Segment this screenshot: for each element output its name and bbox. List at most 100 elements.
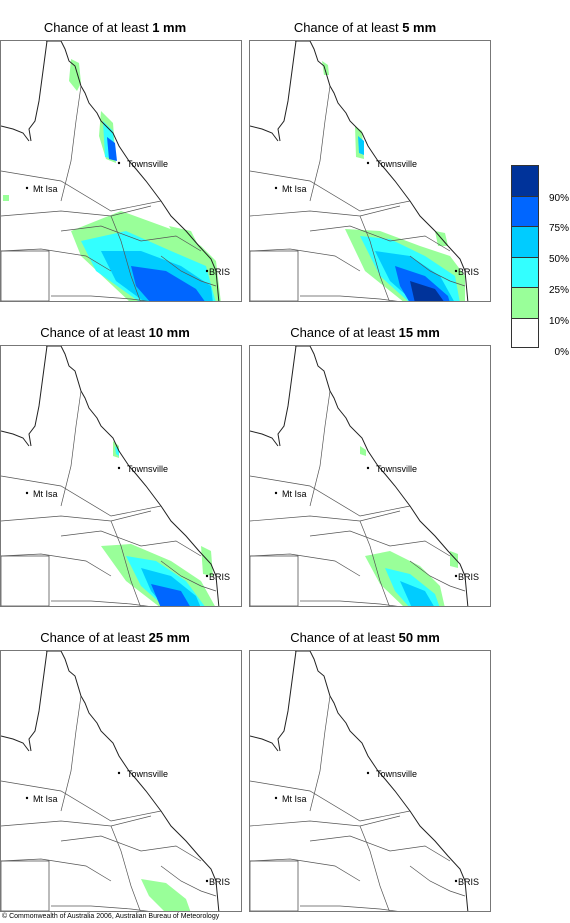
coastline	[250, 430, 279, 447]
coastline	[28, 346, 48, 447]
district-border	[359, 215, 390, 301]
district-border	[250, 205, 401, 217]
probability-legend	[511, 165, 539, 348]
coastline	[1, 125, 30, 142]
district-border	[110, 215, 141, 301]
legend-label-90: 90%	[548, 193, 569, 204]
town-marker	[25, 796, 29, 800]
qld-map: Townsville Mt Isa BRIS	[1, 651, 230, 911]
district-border	[110, 825, 141, 911]
qld-map: Townsville Mt Isa BRIS	[1, 346, 230, 606]
place-label-brisbane: BRIS	[209, 572, 230, 582]
qld-map: Townsville Mt Isa BRIS	[250, 41, 479, 301]
district-border	[1, 510, 152, 522]
district-border	[1, 858, 112, 882]
coastline	[277, 41, 297, 142]
district-border	[300, 905, 398, 911]
title-amount: 1 mm	[152, 20, 187, 35]
rainfall-probability-area	[410, 281, 444, 301]
legend-label-75: 75%	[548, 223, 569, 234]
rainfall-probability-area	[141, 879, 191, 911]
place-label-mt-isa: Mt Isa	[282, 184, 307, 194]
district-border	[51, 600, 149, 606]
place-label-townsville: Townsville	[376, 464, 417, 474]
town-marker	[25, 186, 29, 190]
title-amount: 15 mm	[398, 325, 440, 340]
rainfall-probability-area	[69, 59, 81, 91]
map-inset-box	[250, 555, 299, 606]
place-label-mt-isa: Mt Isa	[33, 184, 58, 194]
coastline	[277, 346, 297, 447]
rainfall-probability-area	[360, 446, 366, 456]
panel-title-5mm: Chance of at least 5 mm	[245, 20, 485, 35]
panel-title-25mm: Chance of at least 25 mm	[0, 630, 235, 645]
title-amount: 50 mm	[398, 630, 440, 645]
legend-label-10: 10%	[548, 316, 569, 327]
place-label-mt-isa: Mt Isa	[282, 794, 307, 804]
map-inset-box	[1, 860, 50, 911]
district-border	[300, 295, 398, 301]
town-marker	[366, 161, 370, 165]
title-prefix: Chance of at least	[290, 630, 399, 645]
district-border	[309, 695, 331, 812]
qld-map: Townsville Mt Isa BRIS	[1, 41, 230, 301]
district-border	[1, 170, 162, 212]
district-border	[60, 85, 82, 202]
town-marker	[117, 466, 121, 470]
place-label-brisbane: BRIS	[458, 572, 479, 582]
district-border	[160, 560, 217, 592]
district-border	[409, 560, 466, 592]
place-label-brisbane: BRIS	[209, 877, 230, 887]
coastline	[295, 41, 469, 301]
map-5mm: Townsville Mt Isa BRIS	[249, 40, 491, 302]
rainfall-probability-area	[115, 446, 119, 456]
title-prefix: Chance of at least	[290, 325, 399, 340]
map-1mm: Townsville Mt Isa BRIS	[0, 40, 242, 302]
rainfall-probability-area	[201, 546, 213, 576]
district-border	[1, 248, 112, 272]
district-border	[359, 825, 390, 911]
district-border	[250, 815, 401, 827]
map-inset-box	[1, 250, 50, 301]
district-border	[409, 255, 466, 287]
district-border	[250, 780, 411, 822]
coastline	[250, 125, 279, 142]
coastline	[277, 651, 297, 752]
town-marker	[25, 491, 29, 495]
title-amount: 10 mm	[148, 325, 190, 340]
district-border	[250, 553, 361, 577]
coastline	[1, 735, 30, 752]
qld-map: Townsville Mt Isa BRIS	[250, 346, 479, 606]
town-marker	[366, 466, 370, 470]
map-10mm: Townsville Mt Isa BRIS	[0, 345, 242, 607]
legend-label-50: 50%	[548, 254, 569, 265]
coastline	[250, 735, 279, 752]
town-marker	[274, 491, 278, 495]
map-50mm: Townsville Mt Isa BRIS	[249, 650, 491, 912]
rainfall-probability-area	[322, 61, 329, 75]
panel-title-15mm: Chance of at least 15 mm	[245, 325, 485, 340]
district-border	[250, 858, 361, 882]
place-label-mt-isa: Mt Isa	[282, 489, 307, 499]
district-border	[1, 780, 162, 822]
title-amount: 5 mm	[402, 20, 437, 35]
map-inset-box	[250, 250, 299, 301]
district-border	[1, 553, 112, 577]
town-marker	[117, 161, 121, 165]
district-border	[309, 225, 451, 252]
town-marker	[454, 879, 458, 883]
place-label-townsville: Townsville	[376, 769, 417, 779]
legend-swatch-75	[511, 195, 539, 226]
panel-title-50mm: Chance of at least 50 mm	[245, 630, 485, 645]
district-border	[1, 205, 152, 217]
district-border	[60, 225, 202, 252]
town-marker	[274, 186, 278, 190]
place-label-mt-isa: Mt Isa	[33, 794, 58, 804]
district-border	[60, 835, 202, 862]
legend-swatch-25	[511, 256, 539, 287]
district-border	[359, 520, 390, 606]
district-border	[409, 865, 466, 897]
town-marker	[454, 574, 458, 578]
district-border	[160, 255, 217, 287]
rainfall-probability-area	[141, 568, 201, 606]
